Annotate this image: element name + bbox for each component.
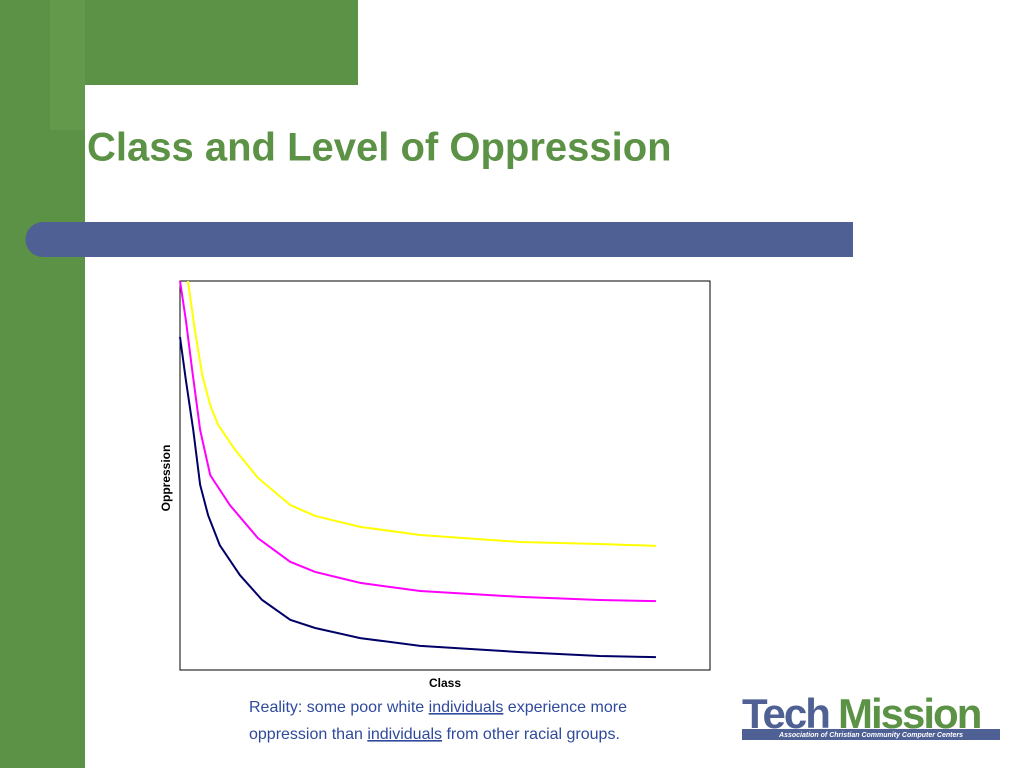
y-axis-label: Oppression: [159, 445, 173, 512]
caption: Reality: some poor white individuals exp…: [249, 699, 627, 743]
caption-link: individuals: [429, 699, 504, 716]
logo: Tech Mission Association of Christian Co…: [742, 690, 1000, 740]
caption-text: oppression than: [249, 726, 367, 743]
corner: [85, 85, 120, 120]
slide-title: Class and Level of Oppression: [87, 126, 672, 170]
line: [179, 280, 656, 603]
caption-text: experience more: [503, 699, 627, 716]
title-bar: [25, 222, 853, 257]
logo-tagline: Association of Christian Community Compu…: [778, 732, 963, 739]
caption-line: oppression than individuals from other r…: [249, 726, 620, 743]
logo-bar: [742, 729, 1000, 740]
caption-line: Reality: some poor white individuals exp…: [249, 699, 627, 716]
line: [186, 280, 656, 547]
caption-text: Reality: some poor white: [249, 699, 429, 716]
line: [179, 336, 656, 659]
plot-area: [179, 280, 711, 671]
green-accent: [50, 0, 85, 130]
caption-text: from other racial groups.: [442, 726, 620, 743]
caption-link: individuals: [367, 726, 442, 743]
x-axis-label: Class: [429, 676, 461, 690]
